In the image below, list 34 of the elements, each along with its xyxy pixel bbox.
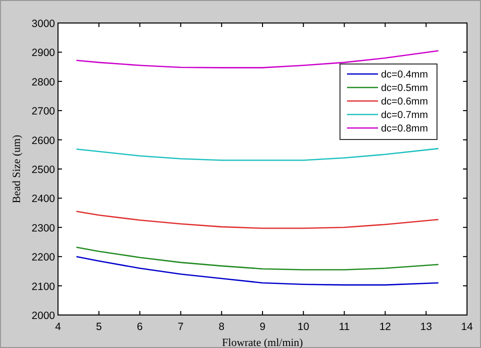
x-tick-label: 8 (218, 321, 225, 333)
legend-label: dc=0.7mm (381, 110, 428, 121)
x-tick-label: 14 (461, 321, 473, 333)
x-tick-label: 12 (379, 321, 392, 333)
x-tick-label: 10 (298, 321, 310, 333)
line-series (76, 246, 440, 270)
legend-label: dc=0.8mm (381, 124, 428, 134)
y-tick-label: 2300 (32, 222, 56, 234)
line-series (76, 148, 440, 161)
y-tick-label: 2500 (32, 164, 56, 176)
y-tick-label: 2800 (32, 76, 56, 88)
y-axis-title: Bead Size (um) (11, 134, 23, 204)
y-tick-label: 2100 (32, 280, 56, 293)
y-tick-label: 2200 (32, 252, 56, 264)
y-tick-label: 2600 (32, 134, 56, 147)
y-tick-label: 2400 (32, 193, 56, 206)
x-tick-label: 5 (96, 321, 102, 333)
legend-label: dc=0.4mm (381, 70, 428, 80)
x-tick-label: 9 (260, 321, 266, 333)
line-series (76, 256, 440, 286)
x-tick-label: 6 (136, 321, 143, 333)
line-series (76, 210, 440, 229)
x-tick-label: 7 (178, 321, 184, 333)
y-tick-label: 2900 (32, 47, 56, 60)
y-tick-label: 2000 (32, 310, 56, 322)
legend-label: dc=0.5mm (381, 83, 428, 94)
line-series (76, 50, 440, 68)
x-tick-label: 4 (55, 321, 62, 333)
y-tick-label: 3000 (32, 18, 56, 30)
legend-label: dc=0.6mm (381, 96, 428, 108)
x-tick-label: 11 (338, 321, 350, 333)
x-tick-label: 13 (420, 321, 432, 333)
x-axis-title: Flowrate (ml/min) (222, 337, 304, 348)
y-tick-label: 2700 (32, 106, 56, 118)
